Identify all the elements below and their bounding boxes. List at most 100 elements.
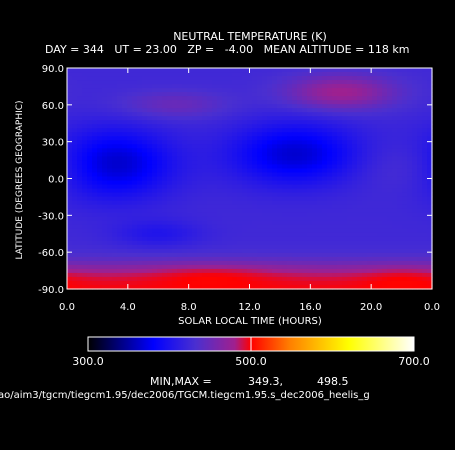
heatmap-cell — [122, 84, 128, 89]
heatmap-cell — [402, 284, 408, 290]
heatmap-cell — [102, 80, 108, 85]
heatmap-cell — [352, 84, 358, 89]
heatmap-cell — [367, 88, 373, 93]
heatmap-cell — [72, 248, 78, 254]
heatmap-cell — [262, 188, 268, 194]
heatmap-cell — [87, 156, 93, 162]
heatmap-cell — [127, 192, 133, 198]
heatmap-cell — [242, 120, 248, 125]
heatmap-cell — [117, 88, 123, 93]
heatmap-cell — [182, 172, 188, 178]
heatmap-cell — [377, 284, 383, 290]
heatmap-cell — [87, 200, 93, 206]
heatmap-cell — [367, 144, 373, 149]
heatmap-cell — [137, 84, 143, 89]
heatmap-cell — [172, 144, 178, 149]
heatmap-cell — [332, 92, 338, 97]
heatmap-cell — [147, 228, 153, 234]
heatmap-cell — [417, 176, 423, 182]
heatmap-cell — [217, 136, 223, 141]
heatmap-cell — [147, 192, 153, 198]
heatmap-cell — [277, 240, 283, 246]
heatmap-cell — [287, 284, 293, 290]
heatmap-cell — [397, 172, 403, 178]
heatmap-cell — [342, 156, 348, 162]
heatmap-cell — [382, 260, 388, 266]
heatmap-cell — [257, 80, 263, 85]
heatmap-cell — [227, 108, 233, 113]
heatmap-cell — [262, 192, 268, 198]
heatmap-cell — [127, 200, 133, 206]
heatmap-cell — [162, 204, 168, 210]
heatmap-cell — [122, 100, 128, 105]
heatmap-cell — [412, 116, 418, 121]
heatmap-cell — [297, 216, 303, 222]
heatmap-cell — [342, 232, 348, 238]
heatmap-cell — [352, 68, 358, 73]
heatmap-cell — [92, 280, 98, 286]
heatmap-cell — [382, 92, 388, 97]
heatmap-cell — [277, 264, 283, 270]
heatmap-cell — [72, 224, 78, 230]
heatmap-cell — [292, 100, 298, 105]
heatmap-cell — [107, 232, 113, 238]
heatmap-cell — [372, 112, 378, 117]
heatmap-cell — [372, 252, 378, 258]
heatmap-cell — [202, 244, 208, 250]
heatmap-cell — [187, 280, 193, 286]
heatmap-cell — [422, 184, 428, 190]
heatmap-cell — [232, 224, 238, 230]
heatmap-cell — [77, 140, 83, 145]
heatmap-cell — [152, 100, 158, 105]
heatmap-cell — [147, 272, 153, 278]
heatmap-cell — [417, 188, 423, 194]
heatmap-cell — [417, 132, 423, 137]
heatmap-cell — [77, 260, 83, 266]
heatmap-cell — [227, 168, 233, 174]
heatmap-cell — [357, 220, 363, 226]
heatmap-cell — [362, 76, 368, 81]
heatmap-cell — [142, 148, 148, 153]
heatmap-cell — [377, 212, 383, 218]
heatmap-cell — [142, 132, 148, 137]
heatmap-cell — [277, 252, 283, 258]
heatmap-cell — [262, 136, 268, 141]
heatmap-cell — [362, 144, 368, 149]
heatmap-cell — [272, 208, 278, 214]
heatmap-cell — [322, 164, 328, 170]
heatmap-cell — [132, 204, 138, 210]
heatmap-cell — [362, 112, 368, 117]
heatmap-cell — [227, 232, 233, 238]
heatmap-cell — [392, 280, 398, 286]
heatmap-cell — [302, 100, 308, 105]
heatmap-cell — [157, 68, 163, 73]
heatmap-cell — [82, 204, 88, 210]
heatmap-cell — [182, 116, 188, 121]
heatmap-cell — [307, 240, 313, 246]
heatmap-cell — [262, 280, 268, 286]
heatmap-cell — [422, 192, 428, 198]
heatmap-cell — [202, 120, 208, 125]
heatmap-cell — [277, 192, 283, 198]
heatmap-cell — [227, 240, 233, 246]
heatmap-cell — [187, 136, 193, 141]
heatmap-cell — [352, 128, 358, 133]
heatmap-cell — [247, 204, 253, 210]
heatmap-cell — [102, 72, 108, 77]
heatmap-cell — [317, 176, 323, 182]
heatmap-cell — [157, 152, 163, 157]
heatmap-cell — [242, 164, 248, 170]
heatmap-cell — [97, 224, 103, 230]
heatmap-cell — [417, 232, 423, 238]
heatmap-cell — [242, 196, 248, 202]
heatmap-cell — [422, 80, 428, 85]
heatmap-cell — [247, 104, 253, 109]
heatmap-cell — [367, 140, 373, 145]
heatmap-cell — [382, 232, 388, 238]
heatmap-cell — [317, 144, 323, 149]
heatmap-cell — [162, 68, 168, 73]
heatmap-cell — [172, 276, 178, 282]
heatmap-cell — [102, 148, 108, 153]
heatmap-cell — [152, 68, 158, 73]
heatmap-cell — [422, 164, 428, 170]
